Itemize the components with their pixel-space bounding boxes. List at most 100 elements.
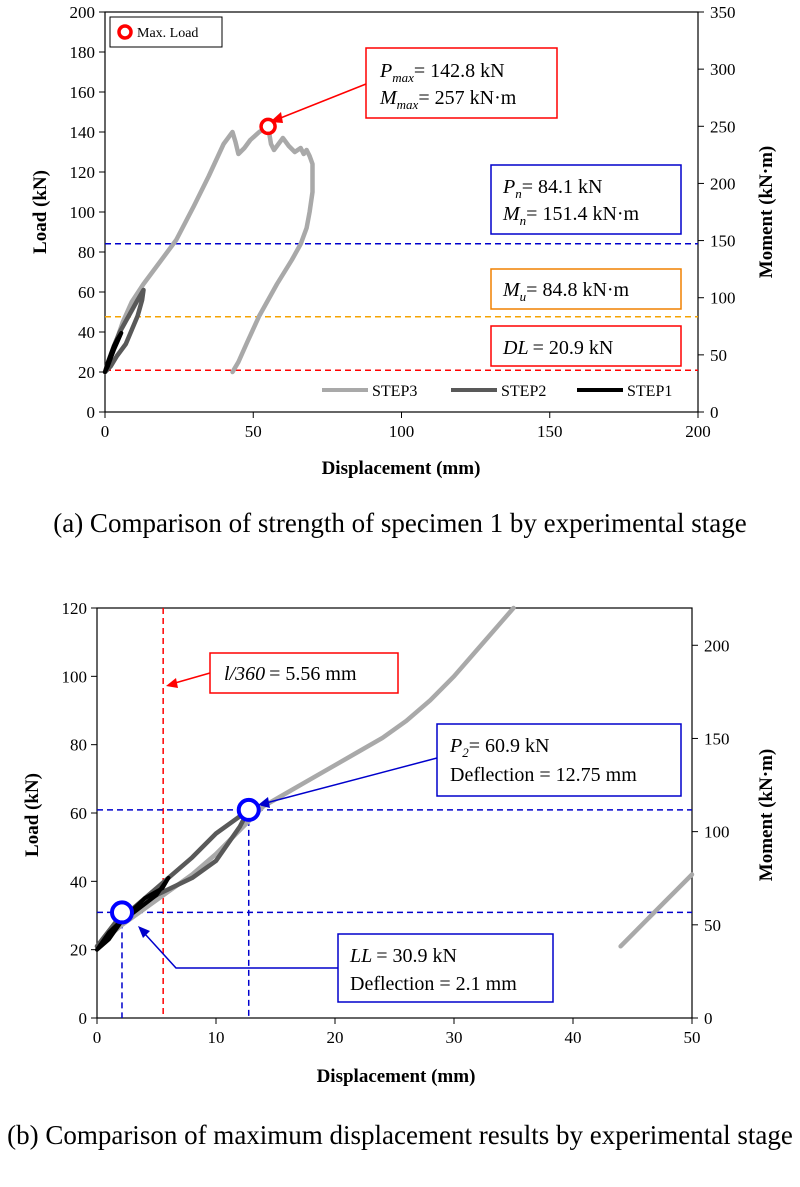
- svg-text:Mmax= 257 kN·m: Mmax= 257 kN·m: [379, 87, 517, 112]
- svg-text:DL= 20.9 kN: DL = 20.9 kN: [502, 337, 613, 359]
- pmax-symbol: P: [379, 60, 392, 82]
- ll-point-marker: [109, 900, 134, 925]
- l360-symbol: l/360: [224, 663, 265, 685]
- y2-tick-label: 250: [710, 117, 736, 136]
- mu-symbol: M: [502, 279, 521, 301]
- y-tick-label: 100: [62, 667, 88, 686]
- p2-deflection: Deflection = 12.75 mm: [450, 764, 637, 786]
- y-tick-label: 0: [79, 1009, 88, 1028]
- x-tick-label: 200: [685, 422, 711, 441]
- series-line-step3-reload: [618, 872, 695, 949]
- dl-value: = 20.9 kN: [533, 337, 614, 359]
- x-tick-label: 20: [327, 1028, 344, 1047]
- p2-annotation: P2= 60.9 kN Deflection = 12.75 mm: [258, 723, 682, 808]
- y2-tick-label: 150: [704, 729, 730, 748]
- svg-text:Mn= 151.4 kN·m: Mn= 151.4 kN·m: [502, 203, 640, 228]
- y2-tick-label: 350: [710, 3, 736, 22]
- caption-a: (a) Comparison of strength of specimen 1…: [53, 508, 747, 538]
- chart-b-reference-lines: [97, 608, 692, 1018]
- dl-annotation: DL = 20.9 kN: [490, 325, 682, 367]
- x-tick-label: 40: [565, 1028, 582, 1047]
- chart-a: 0 50 100 150 2000204060801001201401601802000…: [30, 3, 777, 479]
- y-tick-label: 40: [78, 323, 95, 342]
- y2-tick-label: 50: [704, 916, 721, 935]
- mn-subscript: n: [520, 213, 527, 228]
- y-tick-label: 0: [87, 403, 96, 422]
- x-tick-label: 30: [446, 1028, 463, 1047]
- chart-b-xlabel: Displacement (mm): [317, 1066, 476, 1087]
- series-line-step1: [103, 331, 124, 374]
- max-load-marker: [259, 117, 277, 136]
- y2-tick-label: 100: [710, 289, 736, 308]
- svg-text:Pmax= 142.8 kN: Pmax= 142.8 kN: [379, 60, 505, 85]
- y-tick-label: 80: [78, 243, 95, 262]
- dl-symbol: DL: [502, 337, 529, 359]
- y-tick-label: 120: [70, 163, 96, 182]
- mu-subscript: u: [520, 289, 527, 304]
- y2-tick-label: 200: [704, 636, 730, 655]
- mu-annotation: Mu= 84.8 kN·m: [490, 268, 682, 310]
- x-tick-label: 0: [101, 422, 110, 441]
- chart-a-series-group: [102, 124, 315, 375]
- mn-value: = 151.4 kN·m: [526, 203, 639, 225]
- mmax-value: = 257 kN·m: [418, 87, 516, 109]
- p2-subscript: 2: [462, 745, 469, 760]
- pmax-value: = 142.8 kN: [414, 60, 505, 82]
- caption-b: (b) Comparison of maximum displacement r…: [7, 1120, 793, 1150]
- p2-arrow: [265, 757, 438, 804]
- mn-symbol: M: [502, 203, 521, 225]
- chart-a-ylabel: Load (kN): [30, 170, 51, 254]
- chart-b-y2label: Moment (kN·m): [756, 749, 777, 881]
- x-tick-label: 50: [684, 1028, 701, 1047]
- l360-value: = 5.56 mm: [269, 663, 357, 685]
- ll-arrow: [144, 933, 338, 969]
- y2-tick-label: 0: [710, 403, 719, 422]
- ll-deflection: Deflection = 2.1 mm: [350, 973, 517, 995]
- chart-a-reference-lines: [105, 243, 698, 371]
- y2-tick-label: 150: [710, 232, 736, 251]
- x-tick-label: 100: [389, 422, 415, 441]
- legend-step2: STEP2: [501, 383, 546, 400]
- svg-text:Mu= 84.8 kN·m: Mu= 84.8 kN·m: [502, 279, 630, 304]
- ll-annotation: LL = 30.9 kN Deflection = 2.1 mm: [138, 926, 554, 1003]
- svg-text:P2= 60.9 kN: P2= 60.9 kN: [449, 735, 549, 760]
- svg-text:l/360= 5.56 mm: l/360 = 5.56 mm: [224, 663, 357, 685]
- y2-tick-label: 200: [710, 174, 736, 193]
- legend-step1: STEP1: [627, 383, 672, 400]
- pmax-subscript: max: [392, 70, 414, 85]
- x-tick-label: 50: [245, 422, 262, 441]
- pn-subscript: n: [515, 186, 522, 201]
- y2-tick-label: 100: [704, 823, 730, 842]
- x-tick-label: 10: [208, 1028, 225, 1047]
- y-tick-label: 120: [62, 599, 88, 618]
- y-tick-label: 20: [78, 363, 95, 382]
- y-tick-label: 20: [70, 941, 87, 960]
- y2-tick-label: 300: [710, 60, 736, 79]
- y-tick-label: 40: [70, 872, 87, 891]
- y2-tick-label: 0: [704, 1009, 713, 1028]
- x-tick-label: 150: [537, 422, 563, 441]
- y-tick-label: 60: [78, 283, 95, 302]
- series-line-step3: [102, 124, 315, 375]
- svg-text:Pn= 84.1 kN: Pn= 84.1 kN: [502, 176, 602, 201]
- y-tick-label: 160: [70, 83, 96, 102]
- ll-value: = 30.9 kN: [376, 945, 457, 967]
- chart-a-xlabel: Displacement (mm): [322, 458, 481, 479]
- pmax-arrow: [277, 83, 367, 120]
- y-tick-label: 140: [70, 123, 96, 142]
- max-load-legend-marker: [117, 24, 133, 40]
- mu-value: = 84.8 kN·m: [526, 279, 629, 301]
- p2-symbol: P: [449, 735, 462, 757]
- legend-step3: STEP3: [372, 383, 417, 400]
- l360-annotation: l/360 = 5.56 mm: [166, 652, 399, 694]
- max-load-legend-label: Max. Load: [137, 26, 198, 41]
- y-tick-label: 60: [70, 804, 87, 823]
- chart-a-max-load-legend: Max. Load: [109, 16, 223, 48]
- svg-text:LL= 30.9 kN: LL = 30.9 kN: [349, 945, 457, 967]
- chart-a-marker-group: [259, 117, 277, 136]
- mmax-subscript: max: [397, 97, 419, 112]
- y-tick-label: 80: [70, 736, 87, 755]
- p2-point-marker: [236, 797, 261, 822]
